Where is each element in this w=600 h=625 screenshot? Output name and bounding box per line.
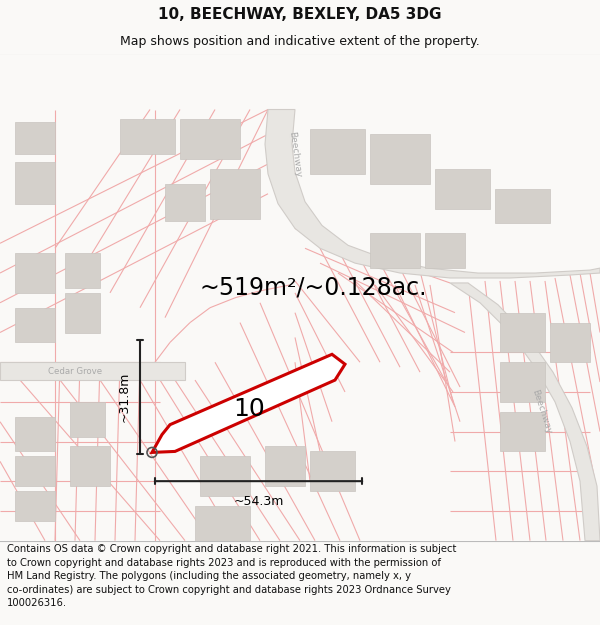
- Polygon shape: [15, 417, 55, 451]
- Polygon shape: [15, 456, 55, 486]
- Polygon shape: [370, 134, 430, 184]
- Polygon shape: [370, 233, 420, 268]
- Polygon shape: [310, 451, 355, 491]
- Polygon shape: [195, 506, 250, 541]
- Polygon shape: [310, 129, 365, 174]
- Polygon shape: [15, 122, 55, 154]
- Polygon shape: [15, 253, 55, 293]
- Polygon shape: [70, 446, 110, 486]
- Polygon shape: [500, 312, 545, 352]
- Text: Beechway: Beechway: [530, 388, 553, 435]
- Polygon shape: [15, 308, 55, 342]
- Polygon shape: [70, 402, 105, 436]
- Polygon shape: [500, 362, 545, 402]
- Polygon shape: [180, 119, 240, 159]
- Polygon shape: [200, 456, 250, 496]
- Polygon shape: [425, 233, 465, 268]
- Text: 10: 10: [233, 397, 265, 421]
- Polygon shape: [500, 412, 545, 451]
- Text: 10, BEECHWAY, BEXLEY, DA5 3DG: 10, BEECHWAY, BEXLEY, DA5 3DG: [158, 7, 442, 22]
- Polygon shape: [165, 184, 205, 221]
- Text: Cedar Grove: Cedar Grove: [48, 367, 102, 376]
- Text: Map shows position and indicative extent of the property.: Map shows position and indicative extent…: [120, 35, 480, 48]
- Polygon shape: [495, 189, 550, 224]
- Polygon shape: [265, 109, 600, 278]
- Text: ~519m²/~0.128ac.: ~519m²/~0.128ac.: [200, 276, 427, 300]
- Text: ~31.8m: ~31.8m: [118, 372, 131, 422]
- Text: Beechway: Beechway: [287, 131, 302, 178]
- Text: ~54.3m: ~54.3m: [233, 495, 284, 508]
- Polygon shape: [550, 322, 590, 362]
- Polygon shape: [435, 169, 490, 209]
- Text: Contains OS data © Crown copyright and database right 2021. This information is : Contains OS data © Crown copyright and d…: [7, 544, 457, 608]
- Polygon shape: [450, 283, 600, 541]
- Polygon shape: [120, 119, 175, 154]
- Polygon shape: [65, 253, 100, 288]
- Polygon shape: [15, 491, 55, 521]
- Polygon shape: [210, 169, 260, 219]
- Polygon shape: [65, 293, 100, 333]
- Polygon shape: [265, 446, 305, 486]
- Polygon shape: [0, 362, 185, 380]
- Polygon shape: [152, 354, 345, 452]
- Polygon shape: [15, 162, 55, 204]
